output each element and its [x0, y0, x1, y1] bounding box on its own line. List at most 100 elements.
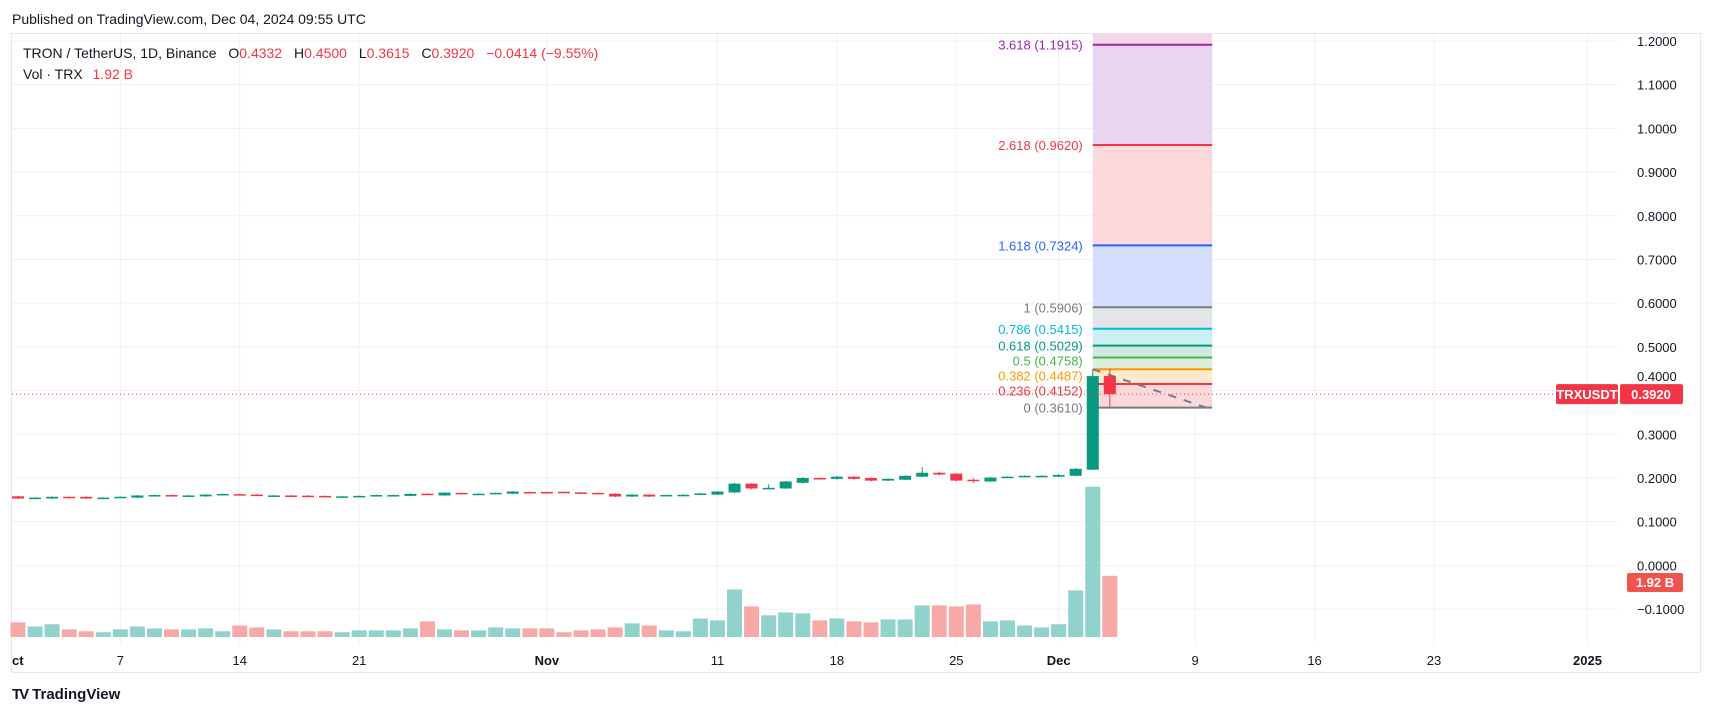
- volume-bar: [334, 632, 350, 637]
- fib-level-label: 0.618 (0.5029): [998, 339, 1083, 354]
- volume-bar: [437, 629, 452, 637]
- volume-bar: [249, 627, 265, 637]
- volume-bar: [317, 631, 333, 637]
- candle-body: [267, 495, 280, 497]
- candle-body: [114, 496, 127, 499]
- volume-bar: [146, 628, 162, 637]
- volume-bar: [488, 627, 504, 637]
- volume-bar: [95, 632, 111, 637]
- volume-bar: [556, 632, 572, 637]
- x-tick-label: 11: [711, 653, 725, 668]
- chart-frame: [11, 33, 1701, 673]
- x-tick-label: 21: [352, 653, 366, 668]
- fib-level-label: 0 (0.3610): [1024, 401, 1083, 416]
- x-tick-label: 2025: [1573, 653, 1602, 668]
- candle-body: [1086, 376, 1099, 470]
- x-tick-label: Dec: [1047, 653, 1071, 668]
- candle-body: [404, 493, 417, 496]
- candle-body: [882, 478, 895, 481]
- tradingview-footer[interactable]: TV TradingView: [12, 686, 120, 703]
- x-tick-label: 25: [949, 653, 963, 668]
- candle-body: [1052, 474, 1065, 477]
- candle-body: [984, 477, 997, 482]
- candle-body: [677, 494, 690, 497]
- volume-bar: [948, 606, 964, 637]
- candle-body: [779, 481, 792, 489]
- change-value: −0.0414 (−9.55%): [486, 45, 599, 61]
- fib-level-label: 0.382 (0.4487): [998, 369, 1083, 384]
- y-tick-label: 0.7000: [1637, 252, 1677, 267]
- candle-body: [592, 492, 605, 495]
- volume-bar: [846, 621, 862, 637]
- volume-bar: [44, 624, 60, 637]
- candle-body: [728, 483, 741, 493]
- volume-bar: [829, 618, 845, 637]
- volume-bar: [129, 626, 145, 637]
- volume-bar: [1034, 627, 1050, 637]
- candle-body: [387, 495, 400, 497]
- volume-bar: [709, 620, 725, 637]
- volume-bar: [181, 629, 197, 637]
- y-tick-label: 0.5000: [1637, 340, 1677, 355]
- volume-value: 1.92 B: [92, 66, 134, 82]
- candle-body: [233, 494, 246, 496]
- fib-level-label: 0.786 (0.5415): [998, 322, 1083, 337]
- candle-body: [97, 497, 110, 500]
- volume-bar: [61, 629, 77, 637]
- candle-body: [813, 477, 826, 480]
- volume-bar: [863, 622, 879, 637]
- high-label: H: [293, 45, 305, 61]
- volume-bar: [1102, 575, 1118, 637]
- published-caption: Published on TradingView.com, Dec 04, 20…: [12, 11, 366, 27]
- candle-body: [643, 494, 656, 497]
- volume-bar: [727, 589, 743, 637]
- volume-bar: [1068, 590, 1084, 637]
- candle-body: [370, 495, 383, 497]
- candle-body: [353, 495, 366, 498]
- y-tick-label: −0.1000: [1637, 602, 1684, 617]
- volume-bar: [999, 620, 1015, 637]
- volume-bar: [368, 630, 384, 637]
- volume-bar: [215, 631, 231, 637]
- candle-body: [46, 496, 59, 499]
- x-tick-label: 16: [1307, 653, 1321, 668]
- candle-body: [1018, 475, 1031, 478]
- volume-bar: [1085, 486, 1101, 637]
- candle-body: [711, 491, 724, 495]
- candle-body: [250, 494, 263, 497]
- volume-legend[interactable]: Vol · TRX 1.92 B: [23, 66, 133, 82]
- volume-bar: [266, 629, 282, 637]
- y-tick-label: 0.1000: [1637, 515, 1677, 530]
- volume-bar: [1017, 625, 1033, 637]
- symbol-badge: [1556, 384, 1618, 405]
- volume-badge: [1627, 573, 1683, 592]
- x-tick-label: 7: [117, 653, 124, 668]
- y-tick-label: 0.8000: [1637, 209, 1677, 224]
- fib-zone-fill: [1092, 357, 1213, 370]
- candle-body: [694, 493, 707, 495]
- symbol-legend[interactable]: TRON / TetherUS, 1D, Binance O0.4332 H0.…: [23, 45, 598, 61]
- candle-body: [319, 495, 332, 498]
- candle-body: [967, 479, 980, 482]
- candle-body: [865, 477, 877, 481]
- low-label: L: [358, 45, 367, 61]
- volume-bar: [27, 626, 43, 637]
- fib-level-label: 0.236 (0.4152): [998, 384, 1083, 399]
- candle-body: [1035, 475, 1048, 478]
- volume-bar: [965, 604, 981, 637]
- fib-level-label: 1 (0.5906): [1024, 300, 1083, 315]
- candle-body: [847, 476, 860, 479]
- y-tick-label: 1.2000: [1637, 34, 1677, 49]
- volume-bar: [505, 628, 521, 637]
- fib-fill-top: [1092, 34, 1213, 45]
- volume-bar: [931, 605, 947, 637]
- fib-level-label: 1.618 (0.7324): [998, 238, 1083, 253]
- candle-body: [29, 497, 42, 500]
- x-tick-label: 23: [1427, 653, 1441, 668]
- fib-zone-fill: [1092, 245, 1213, 308]
- volume-bar: [982, 621, 998, 637]
- volume-bar: [10, 622, 26, 637]
- fib-zone-fill: [1092, 328, 1213, 346]
- fib-zone-fill: [1092, 307, 1213, 329]
